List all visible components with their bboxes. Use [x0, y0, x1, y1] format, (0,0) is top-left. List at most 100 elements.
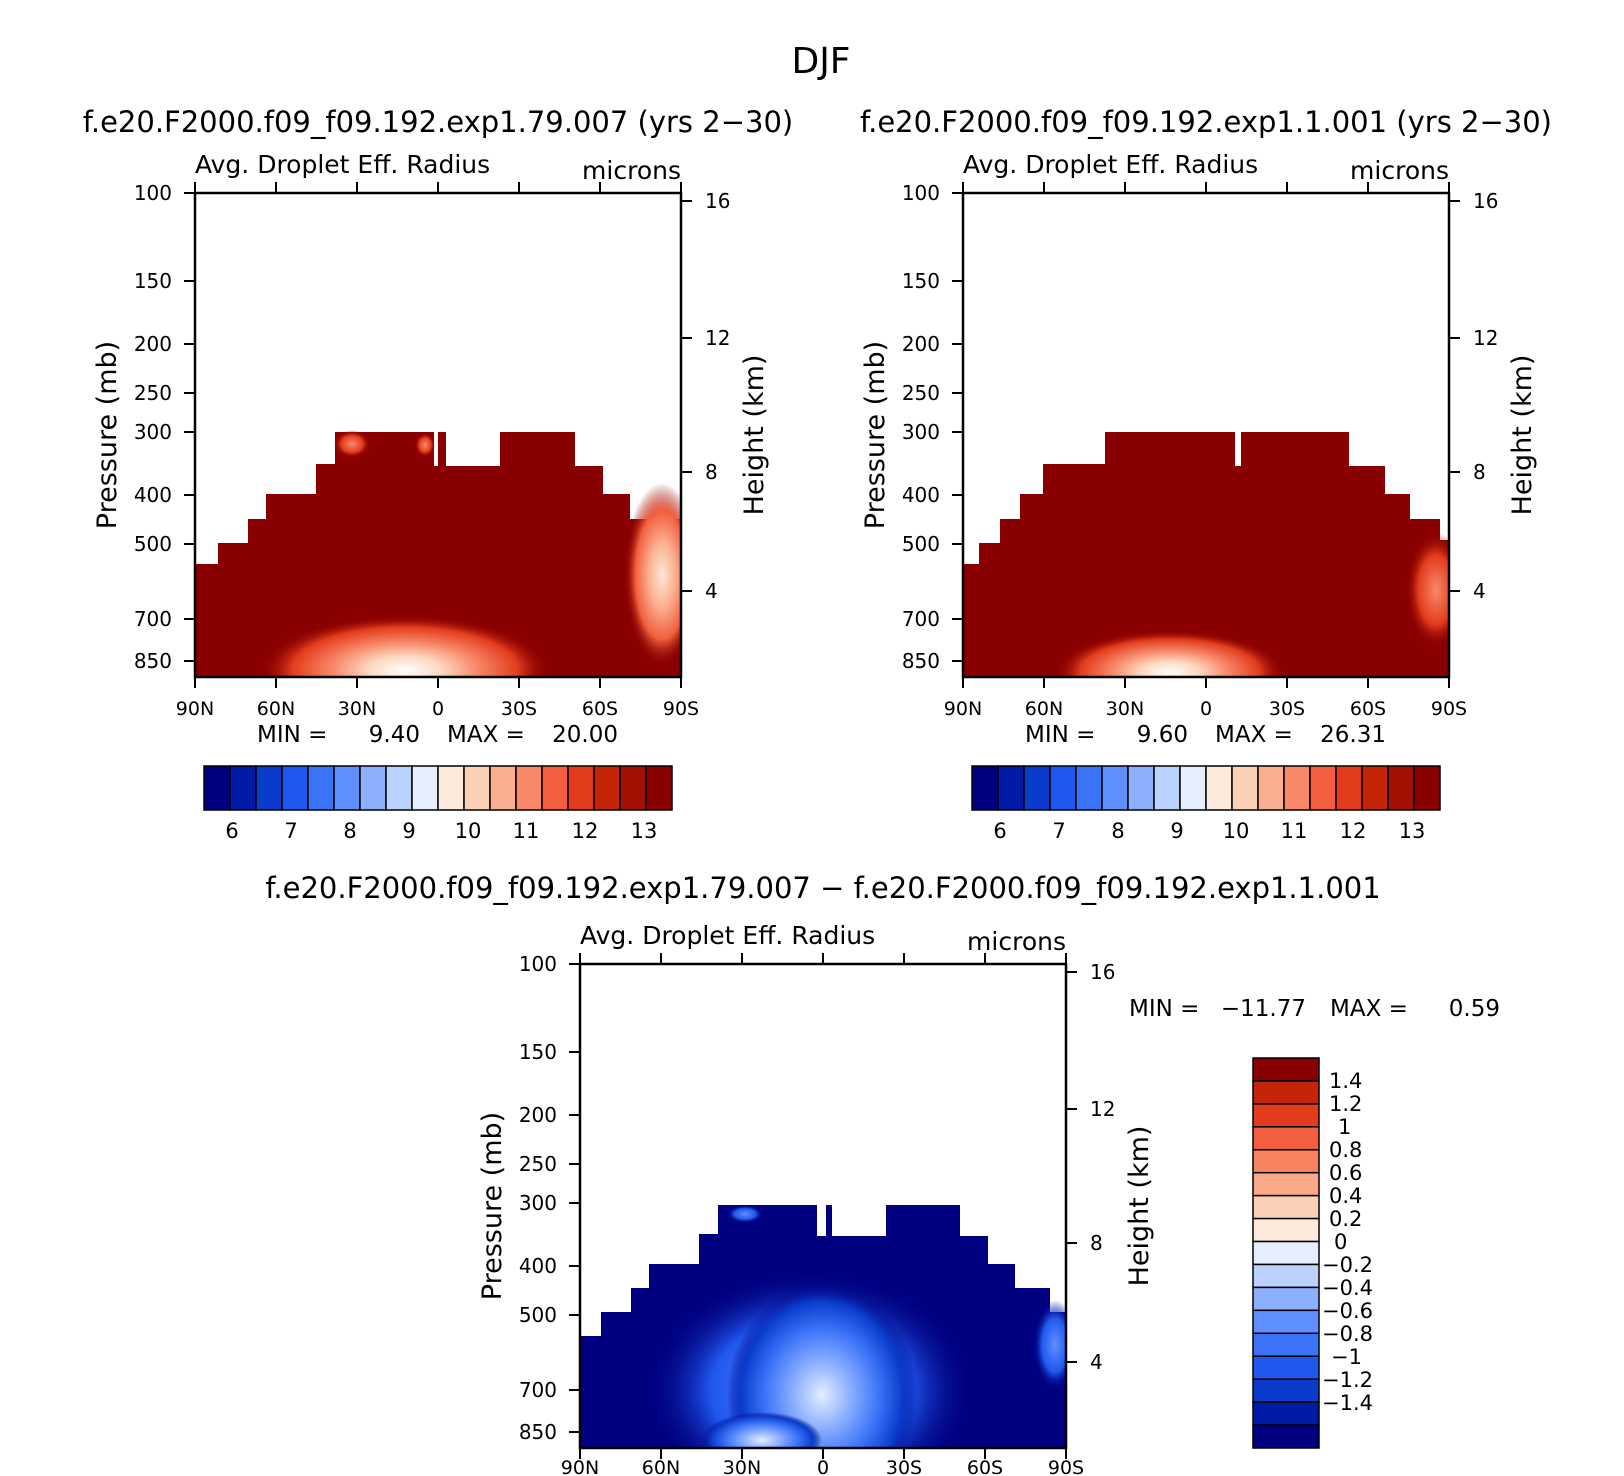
yright-tick-label: 16	[1090, 960, 1115, 984]
panel-diff-plume-surface	[702, 1412, 822, 1448]
xtick-label: 0	[1200, 698, 1212, 720]
colorbar-swatch	[359, 765, 387, 811]
panel-right-ylabel: Pressure (mb)	[860, 341, 891, 529]
colorbar-swatch	[1252, 1286, 1320, 1312]
colorbar-swatch	[229, 765, 257, 811]
ytick-label: 850	[902, 649, 940, 673]
ytick-label: 300	[134, 420, 172, 444]
colorbar-label: 9	[1170, 819, 1183, 843]
colorbar-swatch	[1257, 765, 1285, 811]
ytick-label: 100	[134, 181, 172, 205]
yright-tick-label: 8	[1473, 460, 1486, 484]
panel-diff: f.e20.F2000.f09_f09.192.exp1.79.007 − f.…	[265, 871, 1500, 1476]
min-label: MIN =	[1025, 722, 1095, 748]
ytick-label: 250	[134, 381, 172, 405]
colorbar-swatch	[333, 765, 361, 811]
min-value: −11.77	[1221, 996, 1306, 1022]
min-value: 9.60	[1137, 722, 1188, 748]
colorbar-label: −1.2	[1322, 1368, 1373, 1392]
ytick-label: 250	[519, 1152, 557, 1176]
colorbar-swatch	[1252, 1401, 1320, 1426]
colorbar-label: 6	[225, 819, 238, 843]
colorbar-label: 12	[1340, 819, 1367, 843]
ytick-label: 400	[134, 483, 172, 507]
panel-right-field	[963, 432, 1449, 677]
yright-tick-label: 12	[705, 326, 730, 350]
panel-left-ylabel: Pressure (mb)	[92, 341, 123, 529]
ytick-label: 200	[519, 1103, 557, 1127]
colorbar-swatch	[1252, 1332, 1320, 1357]
ytick-label: 200	[902, 332, 940, 356]
ytick-label: 850	[134, 649, 172, 673]
xtick-label: 90S	[1048, 1457, 1084, 1476]
yright-tick-label: 12	[1473, 326, 1498, 350]
colorbar-label: 1.2	[1329, 1092, 1362, 1116]
colorbar-swatch	[1127, 765, 1155, 811]
colorbar-swatch	[1252, 1240, 1320, 1266]
panel-left-plume-south	[624, 483, 681, 667]
panel-left-colorbar-labels: 6 7 8 9 10 11 12 13	[225, 819, 657, 843]
min-label: MIN =	[257, 722, 327, 748]
yright-tick-label: 4	[1090, 1350, 1103, 1374]
panel-left-patch-upper2	[415, 433, 435, 457]
panel-diff-colorbar-labels: 1.4 1.2 1 0.8 0.6 0.4 0.2 0 −0.2 −0.4 −0…	[1322, 1069, 1373, 1415]
colorbar-label: 11	[1281, 819, 1308, 843]
colorbar-swatch	[1023, 765, 1051, 811]
colorbar-swatch	[1101, 765, 1129, 811]
ytick-label: 100	[519, 952, 557, 976]
colorbar-swatch	[1205, 765, 1233, 811]
colorbar-label: 13	[1399, 819, 1426, 843]
colorbar-swatch	[437, 765, 465, 811]
ytick-label: 150	[134, 269, 172, 293]
panel-left-ylabel-right: Height (km)	[739, 355, 770, 516]
colorbar-swatch	[1283, 765, 1311, 811]
xtick-label: 0	[432, 698, 444, 720]
colorbar-label: −0.2	[1322, 1253, 1373, 1277]
ytick-label: 500	[134, 532, 172, 556]
colorbar-label: −0.8	[1322, 1322, 1373, 1346]
ytick-label: 150	[519, 1040, 557, 1064]
panel-right: f.e20.F2000.f09_f09.192.exp1.1.001 (yrs …	[860, 105, 1552, 843]
panel-right-yticklabels: 100 150 200 250 300 400 500 700 850	[902, 181, 940, 673]
colorbar-label: 9	[402, 819, 415, 843]
yright-tick-label: 16	[705, 189, 730, 213]
panel-left-variable: Avg. Droplet Eff. Radius	[195, 150, 490, 179]
ytick-label: 700	[134, 607, 172, 631]
colorbar-label: 11	[513, 819, 540, 843]
colorbar-swatch	[1252, 1309, 1320, 1335]
colorbar-swatch	[1252, 1424, 1320, 1449]
max-value: 0.59	[1449, 996, 1500, 1022]
panel-left-plume-surface	[260, 615, 550, 677]
panel-diff-ylabel: Pressure (mb)	[477, 1112, 508, 1300]
xtick-label: 30S	[1269, 698, 1305, 720]
ytick-label: 300	[902, 420, 940, 444]
colorbar-label: −0.4	[1322, 1276, 1373, 1300]
colorbar-swatch	[281, 765, 309, 811]
colorbar-swatch	[463, 765, 491, 811]
panel-right-title: f.e20.F2000.f09_f09.192.exp1.1.001 (yrs …	[860, 105, 1552, 139]
panel-right-colorbar-labels: 6 7 8 9 10 11 12 13	[993, 819, 1425, 843]
panel-right-colorbar	[971, 765, 1441, 811]
colorbar-label: 0.6	[1329, 1161, 1362, 1185]
colorbar-label: 10	[455, 819, 482, 843]
panel-diff-south-patch	[1033, 1300, 1066, 1390]
panel-diff-plume-core	[727, 1285, 917, 1448]
colorbar-swatch	[1335, 765, 1363, 811]
panel-right-units: microns	[1350, 156, 1449, 185]
ytick-label: 300	[519, 1191, 557, 1215]
yright-tick-label: 16	[1473, 189, 1498, 213]
colorbar-swatch	[997, 765, 1025, 811]
figure-title: DJF	[791, 41, 850, 82]
ytick-label: 150	[902, 269, 940, 293]
panel-left: f.e20.F2000.f09_f09.192.exp1.79.007 (yrs…	[83, 105, 793, 843]
panel-diff-title: f.e20.F2000.f09_f09.192.exp1.79.007 − f.…	[265, 871, 1380, 905]
colorbar-label: 7	[1052, 819, 1065, 843]
colorbar-label: 0	[1334, 1230, 1347, 1254]
ytick-label: 200	[134, 332, 172, 356]
panel-diff-xticklabels: 90N 60N 30N 0 30S 60S 90S	[561, 1457, 1084, 1476]
panel-left-xticklabels: 90N 60N 30N 0 30S 60S 90S	[176, 698, 699, 720]
ytick-label: 700	[902, 607, 940, 631]
ytick-label: 100	[902, 181, 940, 205]
colorbar-swatch	[1387, 765, 1415, 811]
